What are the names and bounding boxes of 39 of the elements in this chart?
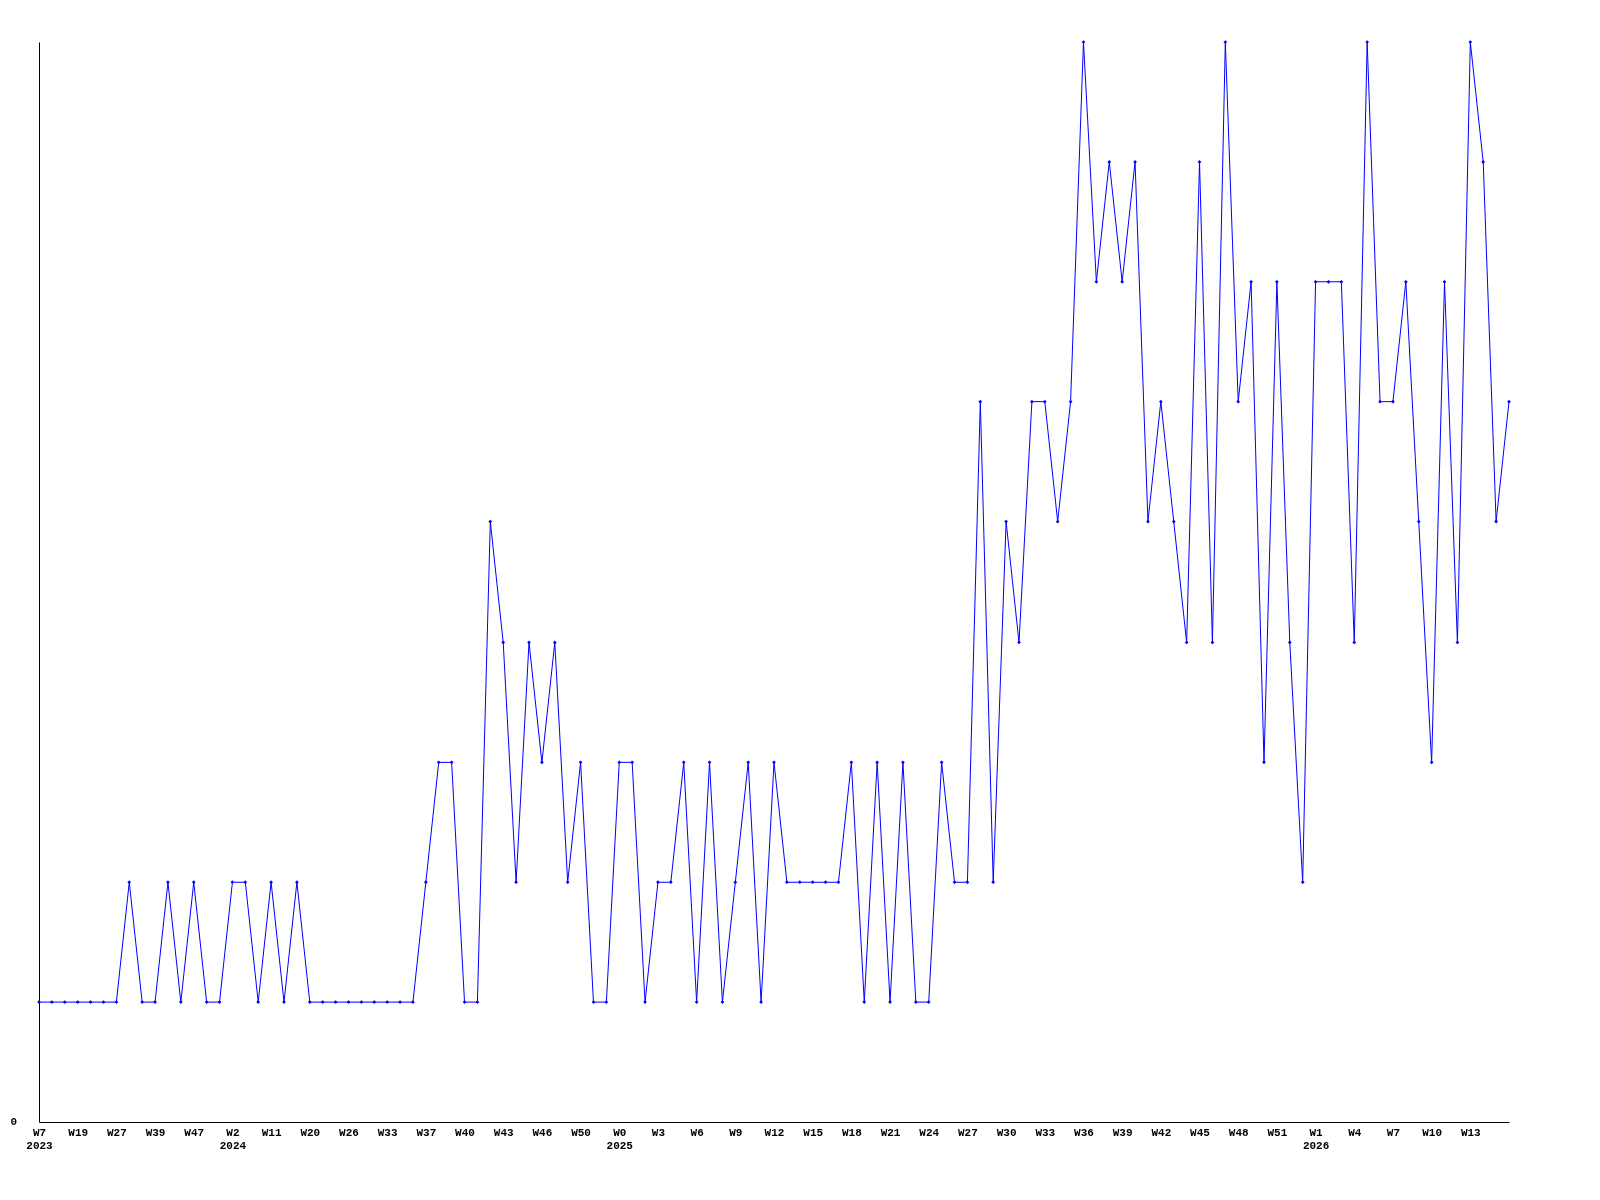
x-tick-label: W18 <box>841 1126 863 1139</box>
x-tick-label: W43 <box>493 1126 515 1139</box>
x-tick-label: W7 2023 <box>26 1126 54 1152</box>
x-tick-label: W33 <box>1035 1126 1056 1139</box>
x-tick-label: W2 2024 <box>219 1126 247 1152</box>
x-tick-label: W30 <box>996 1126 1017 1139</box>
x-tick-label: W48 <box>1228 1126 1250 1139</box>
x-tick-label: W45 <box>1190 1126 1211 1139</box>
x-tick-label: W50 <box>571 1126 591 1139</box>
x-tick-label: W40 <box>455 1126 475 1139</box>
x-tick-label: W4 <box>1348 1126 1362 1139</box>
x-tick-label: W37 <box>416 1126 437 1139</box>
x-tick-label: W19 <box>68 1126 89 1139</box>
x-tick-label: W42 <box>1151 1126 1172 1139</box>
x-tick-label: W39 <box>1112 1126 1133 1139</box>
x-tick-label: W7 <box>1386 1126 1401 1139</box>
x-tick-label: W47 <box>184 1126 205 1139</box>
x-tick-label: W3 <box>651 1126 666 1139</box>
text: 0 <box>10 1116 17 1128</box>
x-tick-label: W6 <box>690 1126 704 1139</box>
x-tick-label: W11 <box>261 1126 282 1139</box>
x-tick-label: W1 2026 <box>1302 1126 1330 1152</box>
x-tick-label: W15 <box>803 1126 824 1139</box>
x-tick-label: W27 <box>958 1126 978 1139</box>
x-tick-label: W27 <box>106 1126 127 1139</box>
x-tick-label: W20 <box>300 1126 321 1139</box>
x-tick-label: W46 <box>532 1126 553 1139</box>
x-tick-label: W51 <box>1267 1126 1288 1139</box>
x-tick-label: W39 <box>145 1126 166 1139</box>
x-tick-label: W24 <box>919 1126 940 1139</box>
x-tick-label: W33 <box>377 1126 398 1139</box>
x-tick-label: W26 <box>339 1126 359 1139</box>
x-tick-label: W10 <box>1422 1126 1443 1139</box>
x-tick-label: W13 <box>1460 1126 1482 1139</box>
x-tick-label: W0 2025 <box>606 1126 634 1152</box>
x-tick-label: W12 <box>764 1126 785 1139</box>
x-tick-label: W21 <box>880 1126 901 1139</box>
x-tick-label: W36 <box>1074 1126 1094 1139</box>
x-tick-label: W9 <box>729 1126 743 1139</box>
